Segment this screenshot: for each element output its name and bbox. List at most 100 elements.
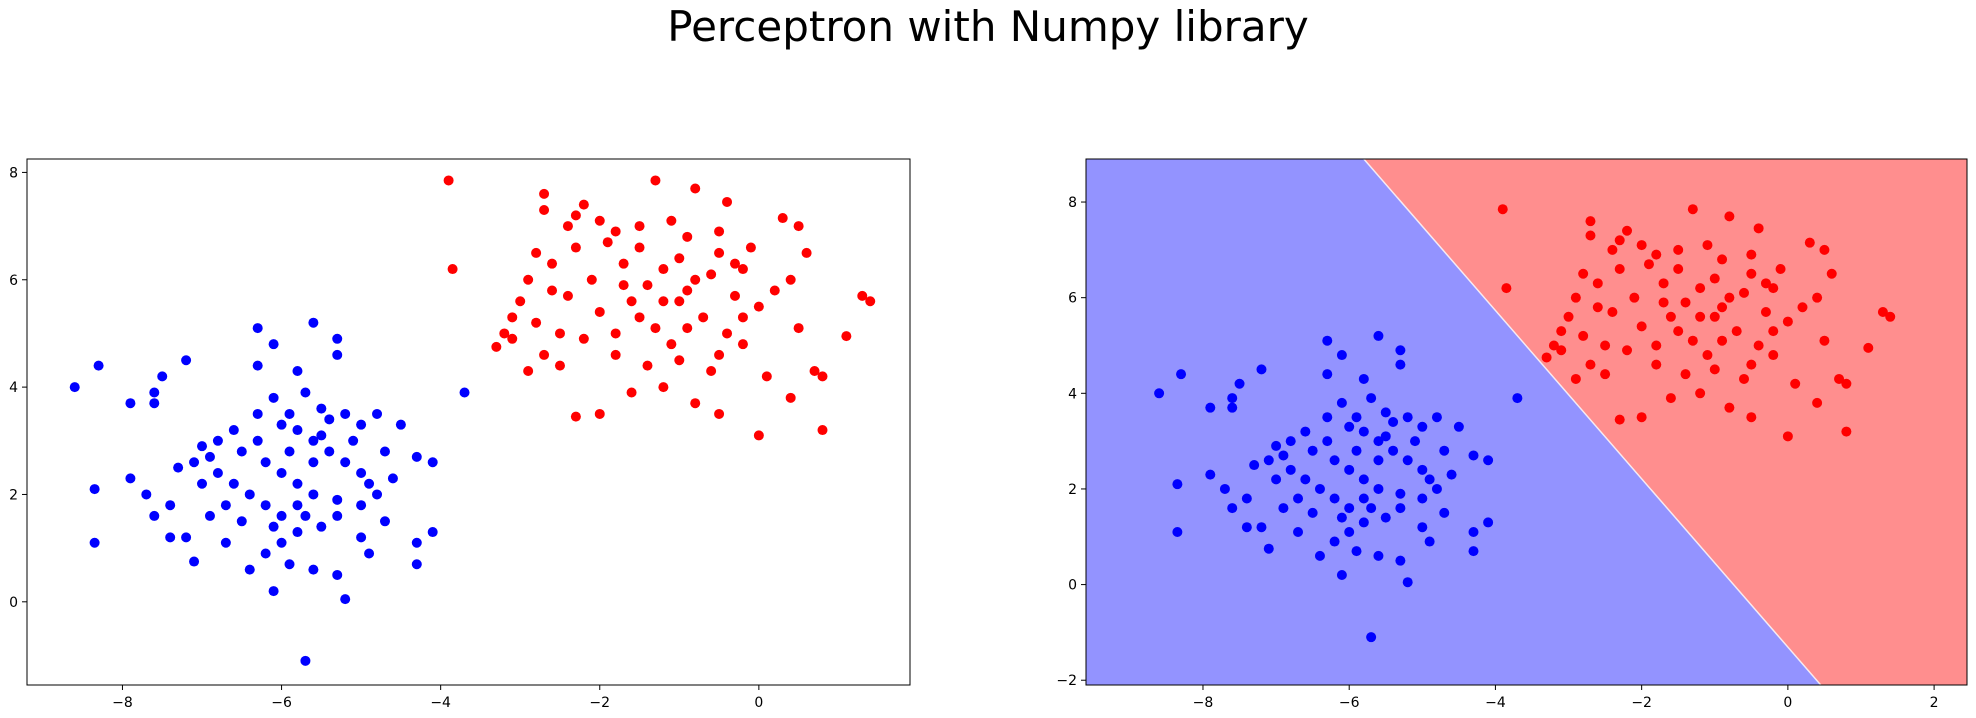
data-point-class-1 xyxy=(801,247,812,258)
data-point-class-0 xyxy=(459,387,470,398)
data-point-class-0 xyxy=(292,527,303,538)
data-point-class-1 xyxy=(1724,211,1735,222)
data-point-class-1 xyxy=(1746,359,1757,370)
data-point-class-1 xyxy=(602,237,613,248)
data-point-class-1 xyxy=(674,296,685,307)
data-point-class-1 xyxy=(539,349,550,360)
data-point-class-1 xyxy=(1702,350,1713,361)
data-point-class-0 xyxy=(308,435,319,446)
data-point-class-1 xyxy=(531,247,542,258)
data-point-class-0 xyxy=(340,594,351,605)
figure-title: Perceptron with Numpy library xyxy=(667,2,1309,51)
left-plot-frame xyxy=(26,158,911,686)
data-point-class-1 xyxy=(1501,283,1512,294)
data-point-class-1 xyxy=(1731,326,1742,337)
data-point-class-1 xyxy=(523,274,534,285)
x-tick-label: 2 xyxy=(1930,695,1939,711)
data-point-class-1 xyxy=(443,175,454,186)
data-point-class-0 xyxy=(1172,479,1183,490)
data-point-class-0 xyxy=(1351,412,1362,423)
data-point-class-1 xyxy=(674,355,685,366)
y-tick-label: 4 xyxy=(9,380,18,396)
data-point-class-0 xyxy=(212,467,223,478)
data-point-class-1 xyxy=(1826,268,1837,279)
data-point-class-1 xyxy=(626,296,637,307)
x-tick-label: −6 xyxy=(1339,695,1360,711)
data-point-class-0 xyxy=(268,339,279,350)
data-point-class-0 xyxy=(1344,421,1355,432)
data-point-class-1 xyxy=(722,196,733,207)
data-point-class-1 xyxy=(1680,297,1691,308)
data-point-class-1 xyxy=(1614,235,1625,246)
data-point-class-0 xyxy=(1373,550,1384,561)
data-point-class-0 xyxy=(1336,350,1347,361)
data-point-class-0 xyxy=(364,478,375,489)
data-point-class-0 xyxy=(252,323,263,334)
y-tick-label: 8 xyxy=(9,165,18,181)
data-point-class-1 xyxy=(650,175,661,186)
data-point-class-0 xyxy=(1439,507,1450,518)
data-point-class-0 xyxy=(1256,364,1267,375)
data-point-class-1 xyxy=(1812,397,1823,408)
data-point-class-0 xyxy=(1154,388,1165,399)
data-point-class-1 xyxy=(1600,340,1611,351)
data-point-class-0 xyxy=(252,360,263,371)
data-point-class-0 xyxy=(1395,488,1406,499)
data-point-class-0 xyxy=(1351,546,1362,557)
data-point-class-0 xyxy=(1329,493,1340,504)
data-point-class-0 xyxy=(340,457,351,468)
data-point-class-0 xyxy=(1336,570,1347,581)
data-point-class-1 xyxy=(1812,292,1823,303)
data-point-class-0 xyxy=(1322,335,1333,346)
data-point-class-1 xyxy=(1790,378,1801,389)
data-point-class-0 xyxy=(1322,369,1333,380)
data-point-class-1 xyxy=(1673,244,1684,255)
data-point-class-1 xyxy=(841,331,852,342)
data-point-class-1 xyxy=(547,258,558,269)
data-point-class-0 xyxy=(332,494,343,505)
x-tick-label: 0 xyxy=(754,695,763,711)
data-point-class-1 xyxy=(682,285,693,296)
data-point-class-0 xyxy=(308,564,319,575)
data-point-class-1 xyxy=(1607,244,1618,255)
data-point-class-0 xyxy=(204,510,215,521)
data-point-class-0 xyxy=(260,457,271,468)
data-point-class-1 xyxy=(1709,364,1720,375)
data-point-class-0 xyxy=(236,516,247,527)
data-point-class-1 xyxy=(729,258,740,269)
data-point-class-1 xyxy=(1570,373,1581,384)
data-point-class-0 xyxy=(220,500,231,511)
data-point-class-1 xyxy=(1614,263,1625,274)
y-tick-label: 6 xyxy=(9,273,18,289)
data-point-class-0 xyxy=(1227,402,1238,413)
data-point-class-0 xyxy=(1241,522,1252,533)
data-point-class-0 xyxy=(1271,474,1282,485)
x-tick-label: −2 xyxy=(1631,695,1652,711)
data-point-class-0 xyxy=(189,556,200,567)
data-point-class-1 xyxy=(674,253,685,264)
data-point-class-1 xyxy=(1782,316,1793,327)
x-tick-label: −4 xyxy=(430,695,451,711)
data-point-class-0 xyxy=(220,537,231,548)
data-point-class-1 xyxy=(1570,292,1581,303)
data-point-class-1 xyxy=(682,323,693,334)
data-point-class-0 xyxy=(1358,517,1369,528)
data-point-class-1 xyxy=(857,290,868,301)
data-point-class-1 xyxy=(1709,273,1720,284)
data-point-class-1 xyxy=(737,312,748,323)
data-point-class-0 xyxy=(1344,503,1355,514)
data-point-class-0 xyxy=(1300,426,1311,437)
data-point-class-0 xyxy=(1417,464,1428,475)
data-point-class-0 xyxy=(308,317,319,328)
data-point-class-0 xyxy=(1380,431,1391,442)
data-point-class-0 xyxy=(276,419,287,430)
data-point-class-0 xyxy=(1468,546,1479,557)
data-point-class-0 xyxy=(1227,393,1238,404)
data-point-class-0 xyxy=(1358,373,1369,384)
data-point-class-0 xyxy=(1285,464,1296,475)
data-point-class-1 xyxy=(1497,204,1508,215)
data-point-class-0 xyxy=(356,532,367,543)
data-point-class-0 xyxy=(356,419,367,430)
data-point-class-1 xyxy=(1651,359,1662,370)
data-point-class-0 xyxy=(1344,526,1355,537)
